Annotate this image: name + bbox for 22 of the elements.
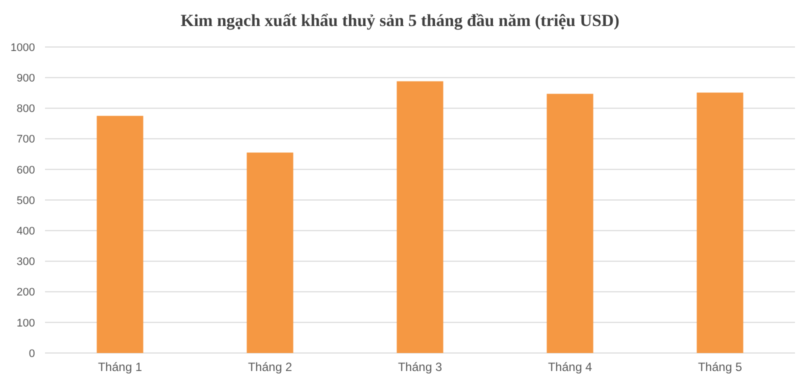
x-tick-label: Tháng 1 <box>98 360 142 374</box>
bar <box>96 116 144 353</box>
y-tick-label: 0 <box>28 348 35 360</box>
y-tick-label: 700 <box>16 134 35 146</box>
bar <box>396 81 444 353</box>
chart-title: Kim ngạch xuất khẩu thuỷ sản 5 tháng đầu năm (triệu USD) <box>180 11 620 30</box>
y-tick-label: 200 <box>16 286 35 299</box>
y-tick-label: 1000 <box>10 42 35 54</box>
x-tick-label: Tháng 4 <box>548 360 592 374</box>
bar <box>546 94 594 353</box>
y-tick-label: 900 <box>16 72 35 84</box>
x-tick-label: Tháng 5 <box>698 360 742 374</box>
y-tick-label: 100 <box>16 317 35 330</box>
y-tick-label: 500 <box>16 194 35 207</box>
y-tick-label: 300 <box>16 256 35 268</box>
bar <box>696 92 744 353</box>
bar <box>246 152 294 353</box>
y-tick-label: 600 <box>16 164 35 176</box>
x-tick-label: Tháng 3 <box>398 360 442 374</box>
y-tick-label: 800 <box>16 103 35 116</box>
y-tick-label: 400 <box>16 225 35 238</box>
x-tick-label: Tháng 2 <box>248 360 292 374</box>
